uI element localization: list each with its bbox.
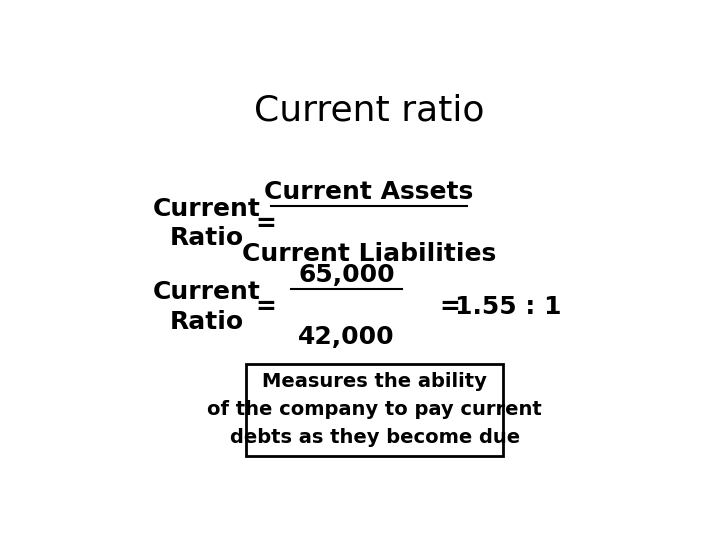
Text: =: = xyxy=(439,295,460,319)
FancyBboxPatch shape xyxy=(246,364,503,456)
Text: Current
Ratio: Current Ratio xyxy=(153,280,261,334)
Text: Current Assets: Current Assets xyxy=(264,180,474,204)
Text: =: = xyxy=(256,212,276,235)
Text: 42,000: 42,000 xyxy=(298,325,395,349)
Text: Measures the ability
of the company to pay current
debts as they become due: Measures the ability of the company to p… xyxy=(207,373,542,448)
Text: Current ratio: Current ratio xyxy=(253,94,485,128)
Text: Current
Ratio: Current Ratio xyxy=(153,197,261,251)
Text: Current Liabilities: Current Liabilities xyxy=(242,241,496,266)
Text: =: = xyxy=(256,295,276,319)
Text: 1.55 : 1: 1.55 : 1 xyxy=(455,295,562,319)
Text: 65,000: 65,000 xyxy=(298,264,395,287)
